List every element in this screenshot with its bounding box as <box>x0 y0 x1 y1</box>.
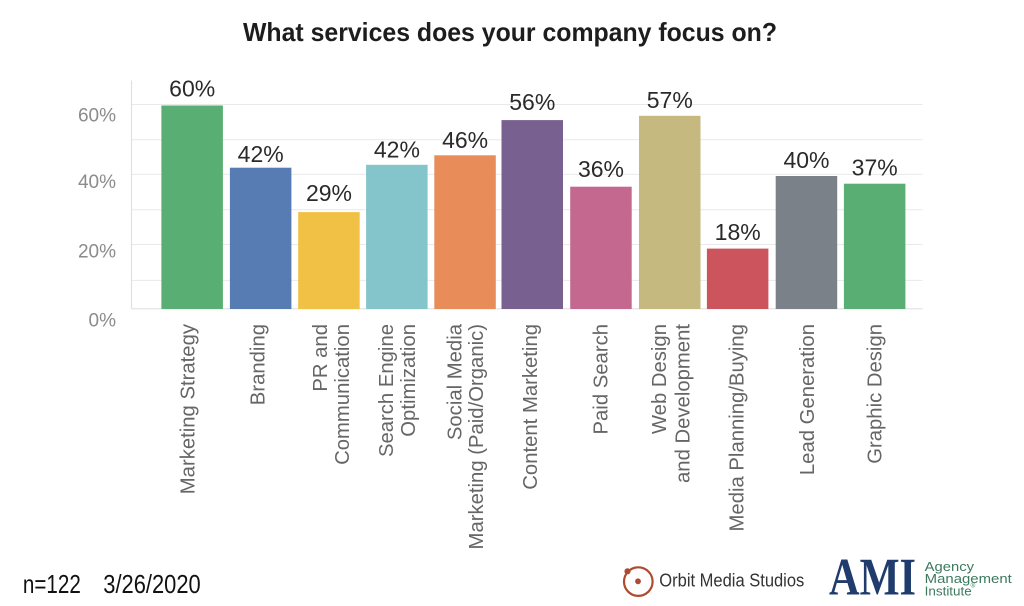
svg-text:Web Design: Web Design <box>649 324 671 434</box>
svg-text:Institute: Institute <box>925 584 972 599</box>
svg-text:Search Engine: Search Engine <box>376 324 398 457</box>
svg-text:42%: 42% <box>374 137 420 163</box>
svg-text:20%: 20% <box>78 241 116 262</box>
svg-text:40%: 40% <box>78 172 116 193</box>
svg-text:56%: 56% <box>509 89 555 115</box>
svg-text:Content Marketing: Content Marketing <box>520 324 542 490</box>
svg-text:PR and: PR and <box>310 324 332 392</box>
svg-text:40%: 40% <box>783 147 829 173</box>
svg-text:Social Media: Social Media <box>444 323 466 440</box>
svg-text:What services does your compan: What services does your company focus on… <box>243 17 777 47</box>
svg-text:46%: 46% <box>442 127 488 153</box>
svg-text:Graphic Design: Graphic Design <box>865 324 887 464</box>
svg-text:37%: 37% <box>852 154 898 180</box>
svg-text:36%: 36% <box>578 156 624 182</box>
svg-text:60%: 60% <box>169 76 215 102</box>
svg-text:Media Planning/Buying: Media Planning/Buying <box>727 324 749 531</box>
svg-text:Marketing (Paid/Organic): Marketing (Paid/Organic) <box>466 324 488 549</box>
svg-text:Agency: Agency <box>925 559 975 574</box>
svg-text:3/26/2020: 3/26/2020 <box>103 569 200 599</box>
svg-text:Branding: Branding <box>248 324 270 405</box>
svg-text:Optimization: Optimization <box>398 324 420 437</box>
svg-text:Paid Search: Paid Search <box>590 324 612 435</box>
svg-text:42%: 42% <box>238 141 284 167</box>
svg-text:Management: Management <box>925 571 1013 586</box>
svg-text:AMI: AMI <box>829 548 916 606</box>
svg-text:Communication: Communication <box>332 324 354 465</box>
svg-text:57%: 57% <box>647 87 693 113</box>
svg-text:Marketing Strategy: Marketing Strategy <box>178 323 200 494</box>
svg-text:60%: 60% <box>78 106 116 127</box>
svg-text:0%: 0% <box>89 310 117 331</box>
svg-text:and Development: and Development <box>672 324 694 483</box>
svg-text:29%: 29% <box>306 180 352 206</box>
svg-text:n=122: n=122 <box>23 569 81 599</box>
svg-text:®: ® <box>971 582 976 590</box>
svg-text:Lead Generation: Lead Generation <box>797 324 819 475</box>
svg-text:Orbit Media Studios: Orbit Media Studios <box>659 570 804 590</box>
svg-text:18%: 18% <box>715 219 761 245</box>
